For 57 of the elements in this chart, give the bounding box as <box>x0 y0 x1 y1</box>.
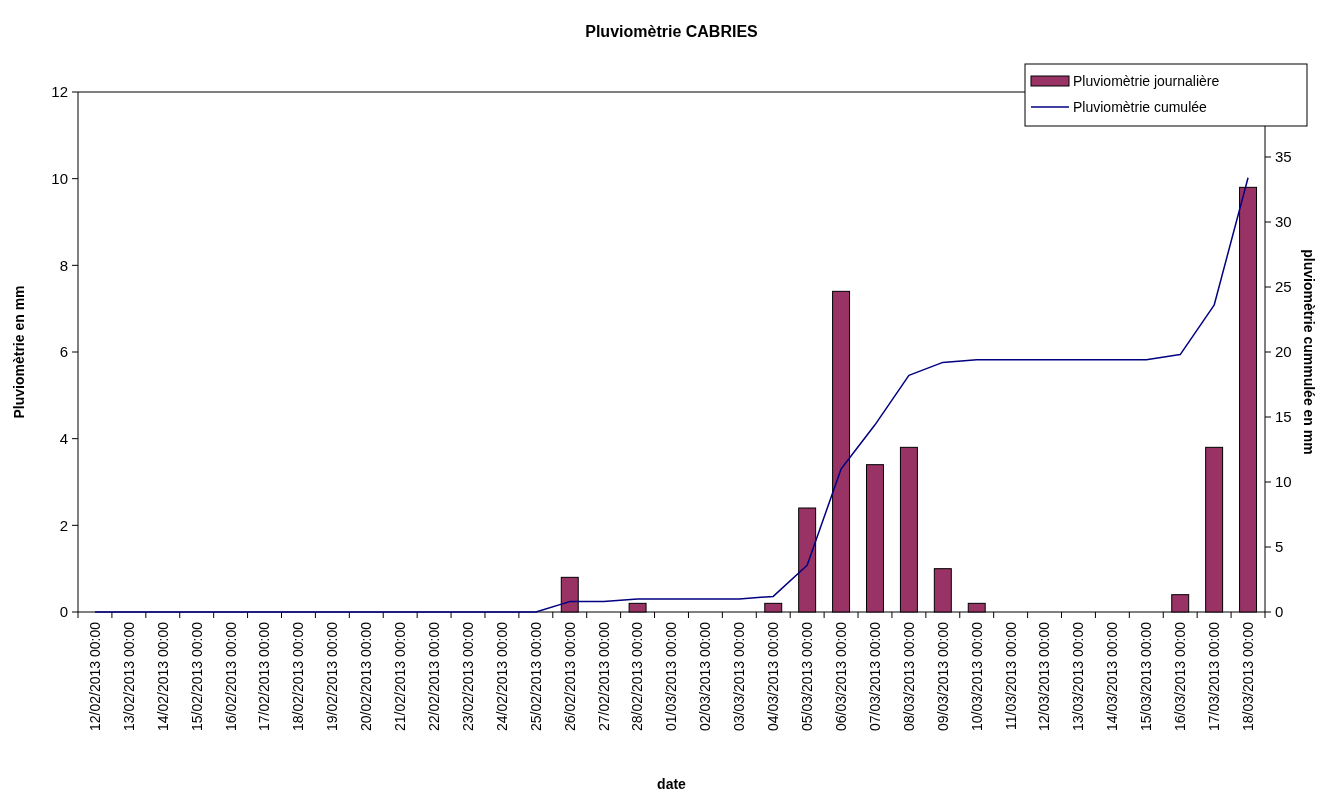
x-tick-label: 27/02/2013 00:00 <box>595 621 612 731</box>
x-tick-label: 13/03/2013 00:00 <box>1070 621 1087 731</box>
x-tick-label: 17/02/2013 00:00 <box>256 621 273 731</box>
y-tick-label: 10 <box>51 169 68 187</box>
x-tick-label: 17/03/2013 00:00 <box>1206 621 1223 731</box>
x-tick-label: 22/02/2013 00:00 <box>426 621 442 731</box>
x-tick-label: 13/02/2013 00:00 <box>120 621 137 731</box>
y2-tick-label: 15 <box>1275 408 1292 426</box>
x-tick-label: 25/02/2013 00:00 <box>527 621 544 731</box>
x-tick-label: 10/03/2013 00:00 <box>968 621 985 731</box>
legend-label: Pluviomètrie cumulée <box>1073 98 1208 115</box>
x-tick-label: 12/02/2013 00:00 <box>86 621 103 731</box>
x-axis-title: date <box>657 776 687 792</box>
x-tick-label: 18/02/2013 00:00 <box>290 621 307 731</box>
x-tick-label: 28/02/2013 00:00 <box>629 621 646 731</box>
x-tick-label: 23/02/2013 00:00 <box>459 621 476 731</box>
x-tick-label: 19/02/2013 00:00 <box>324 621 341 731</box>
x-tick-label: 15/02/2013 00:00 <box>188 621 205 731</box>
x-tick-label: 14/02/2013 00:00 <box>154 621 171 731</box>
x-tick-label: 12/03/2013 00:00 <box>1036 621 1053 731</box>
y-tick-label: 0 <box>59 603 68 621</box>
x-tick-label: 21/02/2013 00:00 <box>392 621 409 731</box>
x-tick-label: 03/03/2013 00:00 <box>731 621 748 731</box>
x-tick-label: 18/03/2013 00:00 <box>1239 621 1256 731</box>
y2-tick-label: 20 <box>1275 343 1292 361</box>
x-tick-label: 06/03/2013 00:00 <box>832 621 849 731</box>
x-tick-label: 08/03/2013 00:00 <box>900 621 917 731</box>
x-tick-label: 26/02/2013 00:00 <box>561 621 578 731</box>
chart-title: Pluviomètrie CABRIES <box>585 23 759 40</box>
y-tick-label: 12 <box>51 83 68 101</box>
x-tick-label: 04/03/2013 00:00 <box>765 621 782 731</box>
x-tick-label: 16/03/2013 00:00 <box>1172 621 1189 731</box>
y-axis-title: Pluviomètrie en mm <box>11 285 27 419</box>
x-tick-label: 02/03/2013 00:00 <box>697 621 714 731</box>
x-tick-label: 14/03/2013 00:00 <box>1104 621 1121 731</box>
y2-axis-title: pluviomètrie cummulée en mm <box>1301 249 1317 455</box>
y2-tick-label: 35 <box>1275 148 1292 166</box>
x-tick-label: 15/03/2013 00:00 <box>1138 621 1155 731</box>
x-tick-label: 07/03/2013 00:00 <box>866 621 883 731</box>
y-tick-label: 6 <box>59 343 68 361</box>
y-tick-label: 2 <box>59 516 68 534</box>
x-tick-label: 09/03/2013 00:00 <box>934 621 951 731</box>
x-tick-label: 11/03/2013 00:00 <box>1002 621 1019 730</box>
y2-tick-label: 10 <box>1275 473 1292 491</box>
y-tick-label: 4 <box>59 429 68 447</box>
y2-tick-label: 25 <box>1275 278 1292 296</box>
line-series <box>94 177 1249 613</box>
y2-tick-label: 30 <box>1275 213 1292 231</box>
x-tick-label: 16/02/2013 00:00 <box>222 621 239 731</box>
legend-label: Pluviomètrie journalière <box>1073 72 1220 89</box>
y2-tick-label: 5 <box>1275 538 1284 556</box>
x-tick-label: 20/02/2013 00:00 <box>358 621 375 731</box>
y2-tick-label: 0 <box>1275 603 1284 621</box>
x-tick-label: 01/03/2013 00:00 <box>663 621 680 731</box>
y-tick-label: 8 <box>59 256 68 274</box>
x-tick-label: 24/02/2013 00:00 <box>493 621 510 731</box>
x-tick-label: 05/03/2013 00:00 <box>799 621 816 731</box>
